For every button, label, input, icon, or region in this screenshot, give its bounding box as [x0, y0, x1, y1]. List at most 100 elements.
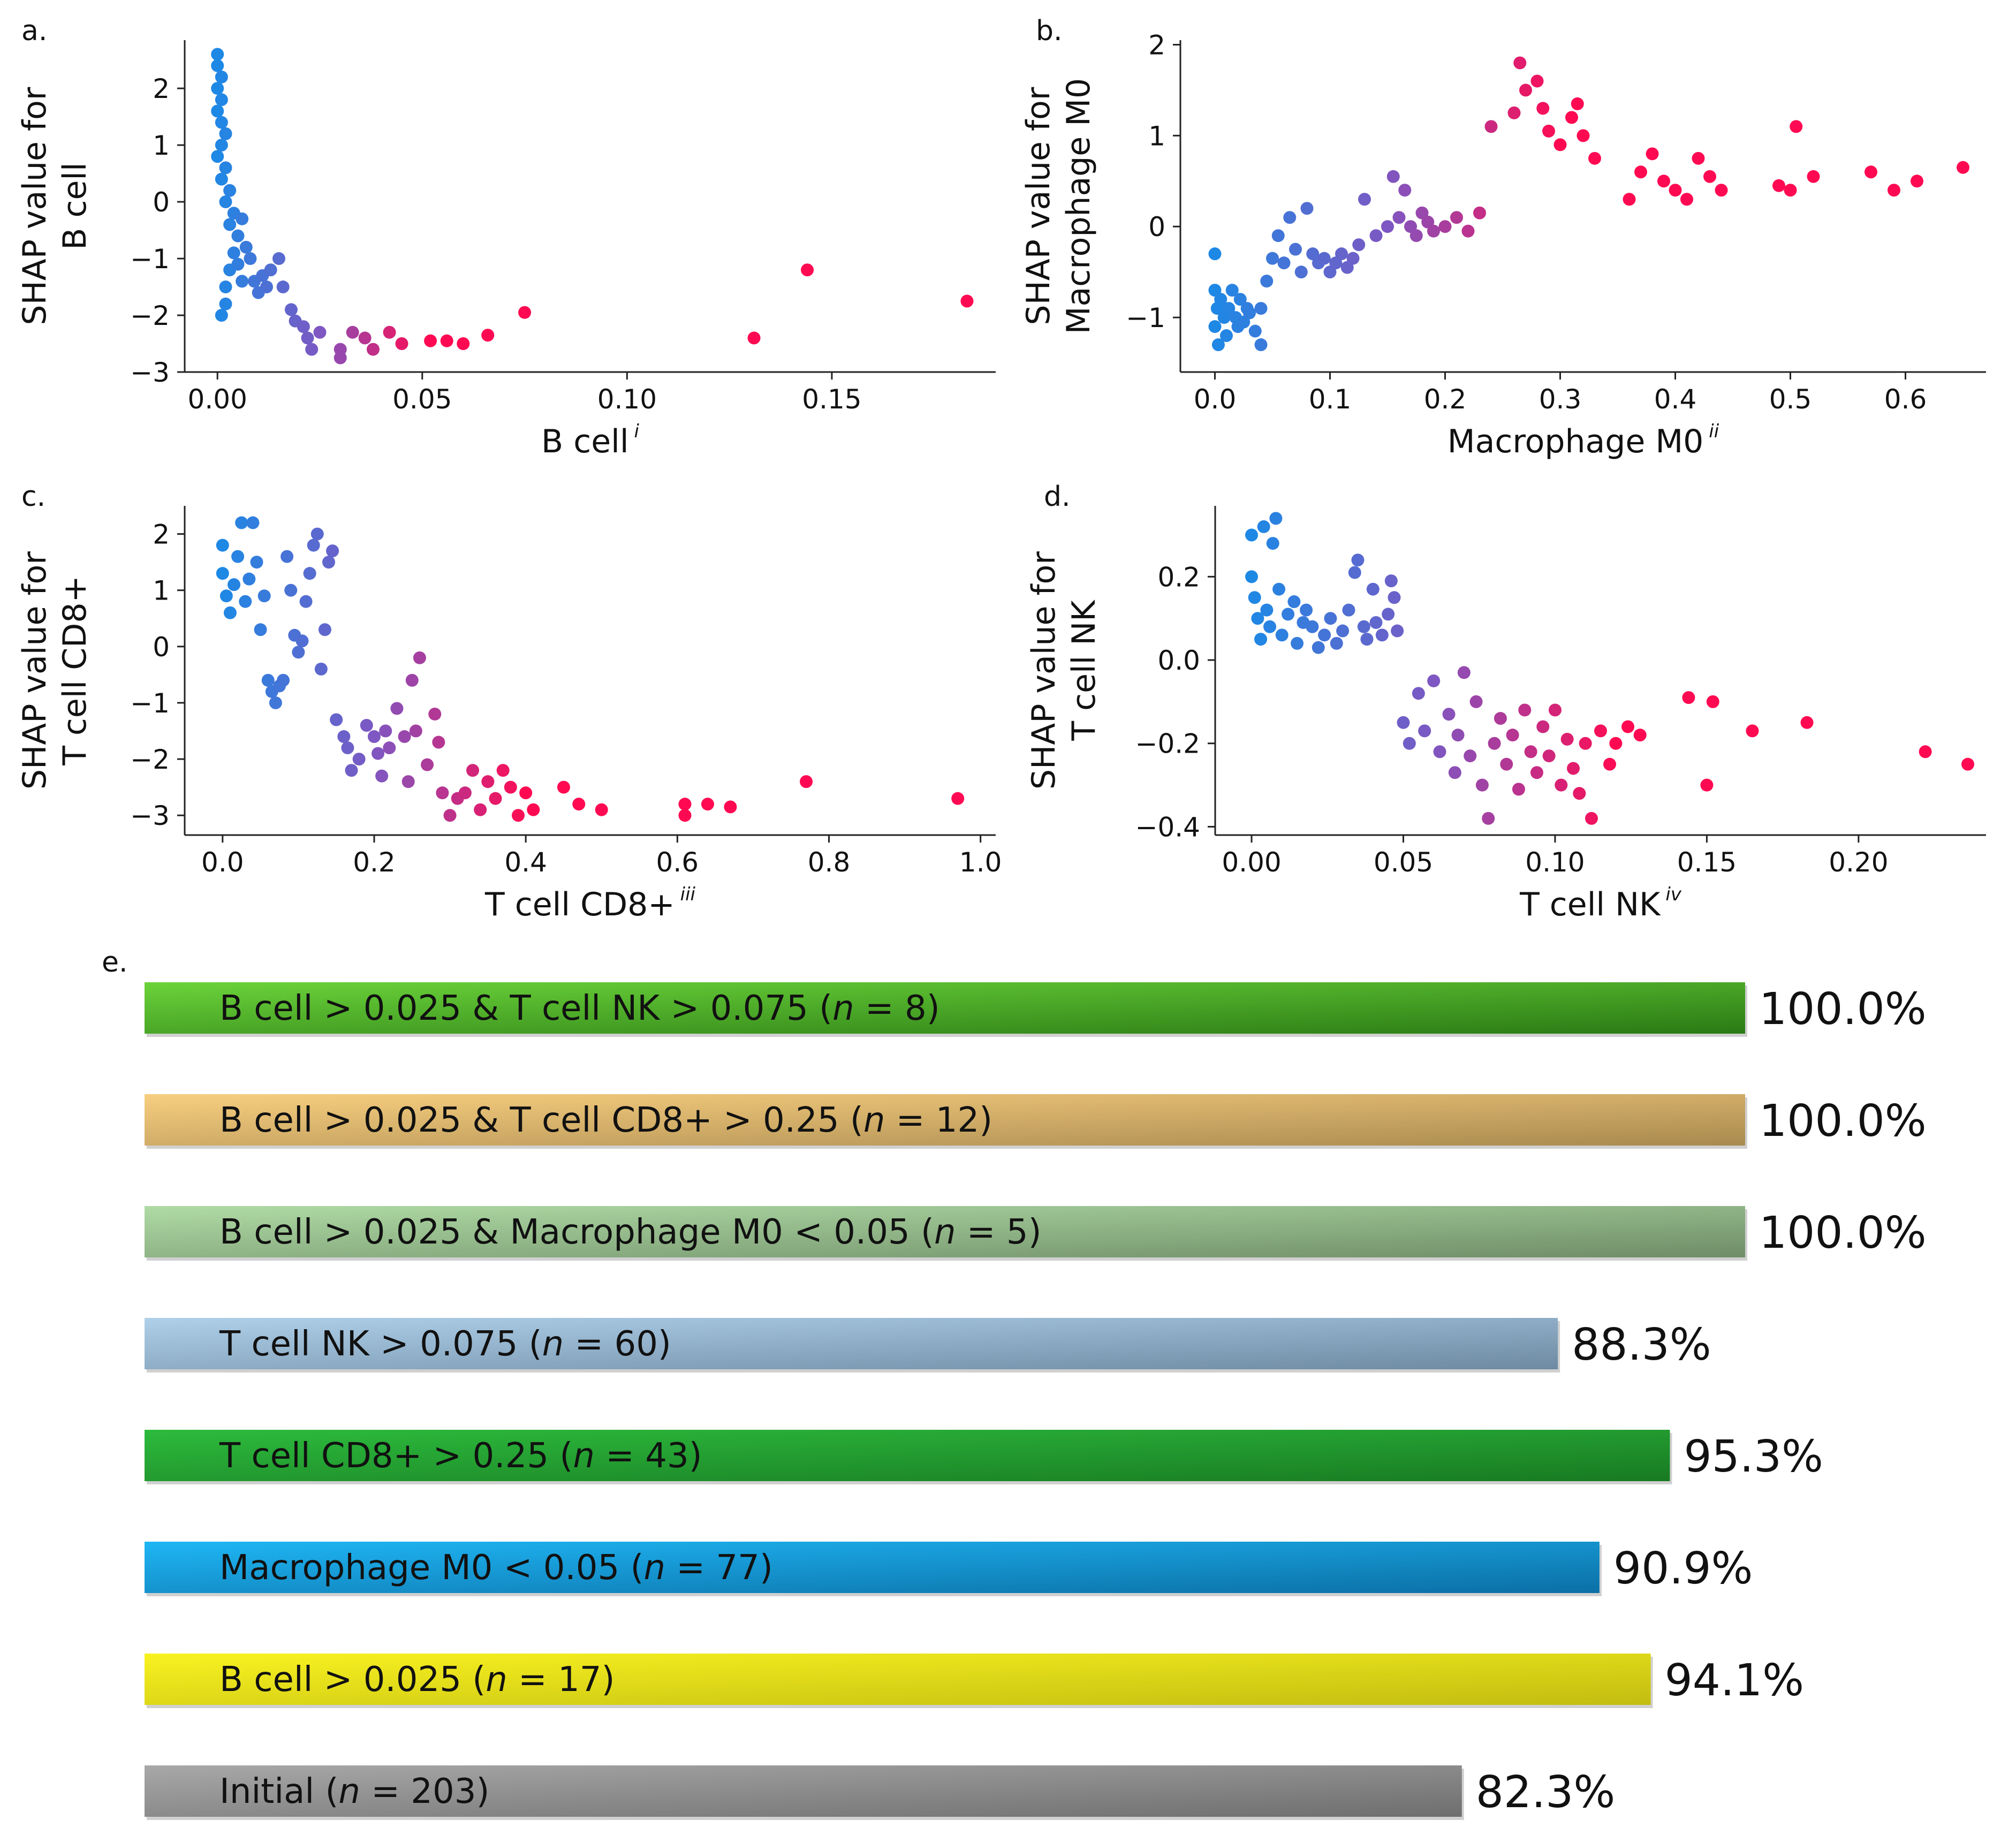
scatter-point	[1275, 628, 1289, 642]
scatter-point	[303, 567, 316, 580]
scatter-point	[1272, 582, 1286, 596]
y-axis-label: SHAP value for	[1025, 551, 1063, 790]
panel-b: b. 0.0 0.1 0.2 0.3 0.4 0.5 0.6 −1 0 1 2 Macrophage …	[1020, 15, 1986, 460]
scatter-point	[724, 800, 737, 814]
scatter-point	[239, 240, 253, 254]
scatter-point	[1392, 211, 1406, 224]
scatter-point	[1282, 608, 1295, 621]
y-axis-label: B cell	[56, 162, 94, 249]
scatter-point	[277, 673, 290, 687]
scatter-point	[1289, 242, 1302, 256]
scatter-point	[466, 764, 480, 777]
scatter-point	[215, 172, 228, 186]
panel-e: e. B cell > 0.025 & T cell NK > 0.075 (n…	[102, 946, 1927, 1820]
scatter-point	[424, 334, 437, 347]
scatter-point	[519, 786, 533, 800]
scatter-point	[1263, 620, 1277, 633]
scatter-point	[1588, 151, 1601, 165]
scatter-point	[1448, 766, 1461, 779]
scatter-point	[260, 280, 274, 294]
x-axis-label-superscript: iii	[680, 884, 696, 905]
bar-value-label: 88.3%	[1572, 1320, 1711, 1370]
scatter-point	[318, 623, 331, 636]
scatter-point	[314, 662, 328, 676]
scatter-point	[1312, 641, 1325, 654]
scatter-point	[678, 809, 692, 822]
y-tick-label: −0.4	[1135, 812, 1200, 843]
x-tick-label: 1.0	[959, 847, 1002, 878]
scatter-point	[1225, 284, 1239, 297]
scatter-point	[1566, 762, 1580, 775]
scatter-point	[432, 735, 445, 749]
scatter-point	[345, 764, 358, 777]
scatter-point	[1283, 211, 1297, 224]
scatter-point	[257, 589, 271, 603]
scatter-point	[390, 702, 404, 715]
scatter-point	[1482, 812, 1495, 825]
scatter-point	[1266, 537, 1279, 550]
scatter-point	[1450, 211, 1463, 224]
scatter-point	[360, 719, 373, 732]
scatter-point	[1680, 193, 1693, 206]
x-tick-label: 0.4	[504, 847, 547, 878]
scatter-point	[1403, 737, 1416, 750]
bar	[145, 1206, 1745, 1257]
scatter-point	[281, 550, 294, 563]
scatter-point	[413, 651, 426, 664]
scatter-point	[1609, 737, 1623, 750]
bar-value-label: 82.3%	[1476, 1767, 1616, 1818]
scatter-point	[1603, 757, 1617, 771]
scatter-point	[264, 263, 277, 277]
scatter-point	[1530, 766, 1543, 779]
scatter-point	[1506, 729, 1519, 742]
scatter-point	[1784, 184, 1797, 197]
scatter-point	[1473, 206, 1486, 219]
scatter-point	[701, 798, 714, 811]
scatter-point	[1433, 745, 1446, 759]
scatter-point	[1381, 220, 1394, 233]
scatter-point	[1398, 184, 1412, 197]
scatter-point	[310, 527, 324, 541]
bar	[145, 1542, 1600, 1593]
scatter-point	[292, 646, 305, 659]
scatter-point	[216, 567, 229, 580]
scatter-point	[236, 275, 249, 288]
scatter-point	[1382, 608, 1395, 621]
bar-value-label: 90.9%	[1613, 1543, 1753, 1594]
scatter-point	[1254, 338, 1268, 352]
scatter-point	[1594, 724, 1607, 738]
scatter-point	[527, 803, 540, 816]
scatter-point	[518, 306, 532, 319]
y-tick-label: −3	[130, 357, 170, 388]
scatter-point	[1342, 603, 1355, 617]
scatter-point	[216, 539, 229, 552]
scatter-point	[231, 229, 245, 242]
scatter-point	[1500, 757, 1513, 771]
x-axis-label-superscript: iv	[1665, 884, 1681, 905]
scatter-point	[595, 803, 608, 816]
scatter-point	[383, 325, 396, 339]
scatter-point	[1257, 520, 1270, 533]
scatter-point	[211, 104, 224, 118]
scatter-point	[231, 550, 245, 563]
y-tick-label: 0	[1148, 211, 1165, 242]
scatter-point	[1623, 193, 1636, 206]
bar-label: Initial (n = 203)	[219, 1772, 489, 1811]
x-tick-label: 0.2	[1424, 384, 1467, 415]
scatter-point	[1397, 716, 1410, 729]
scatter-point	[261, 673, 275, 687]
x-tick-label: 0.4	[1654, 384, 1697, 415]
scatter-point	[1961, 757, 1974, 771]
scatter-point	[1577, 129, 1590, 142]
scatter-point	[1438, 220, 1452, 233]
scatter-point	[1772, 179, 1785, 192]
scatter-point	[405, 673, 419, 687]
scatter-point	[211, 48, 224, 61]
scatter-point	[269, 696, 282, 709]
scatter-point	[1369, 229, 1383, 242]
scatter-point	[1243, 306, 1256, 320]
panel-label-c: c.	[21, 481, 46, 513]
y-tick-label: 1	[153, 130, 170, 161]
scatter-point	[1475, 778, 1489, 792]
